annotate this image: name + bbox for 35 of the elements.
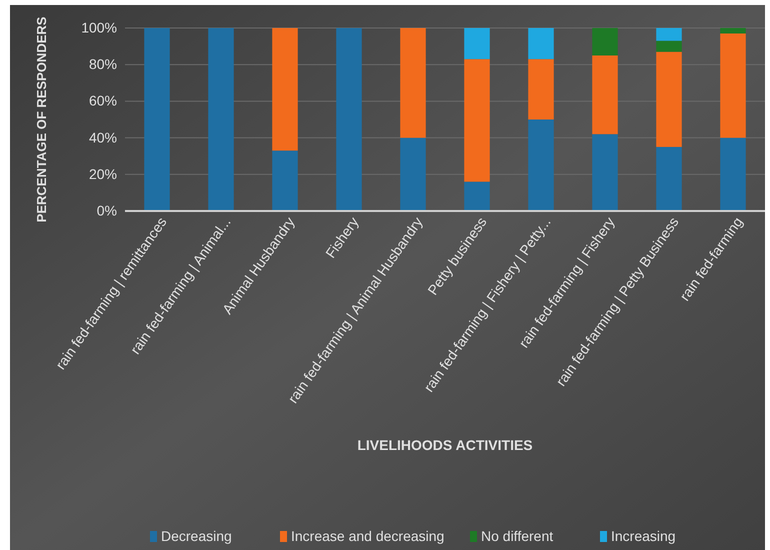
y-tick-label: 40% bbox=[88, 129, 117, 146]
bar bbox=[656, 28, 682, 41]
bar bbox=[528, 59, 554, 120]
bar bbox=[272, 28, 298, 151]
y-tick-label: 60% bbox=[88, 92, 117, 109]
y-tick-label: 80% bbox=[88, 56, 117, 72]
bar bbox=[720, 33, 746, 138]
bar bbox=[400, 138, 426, 211]
bar bbox=[528, 120, 554, 211]
bar bbox=[144, 28, 170, 211]
y-tick-label: 0% bbox=[96, 202, 117, 218]
bar bbox=[720, 138, 746, 211]
bar bbox=[592, 28, 618, 56]
legend-label: Increasing bbox=[611, 528, 676, 544]
bar bbox=[272, 150, 298, 211]
bar bbox=[656, 40, 682, 52]
bar bbox=[656, 146, 682, 211]
y-axis-title: PERCENTAGE OF RESPONDERS bbox=[34, 16, 49, 222]
bar bbox=[592, 134, 618, 211]
x-axis-title: LIVELIHOODS ACTIVITIES bbox=[357, 437, 533, 453]
bar bbox=[528, 28, 554, 60]
bar bbox=[208, 28, 234, 211]
bar bbox=[336, 28, 362, 211]
y-tick-label: 100% bbox=[81, 19, 117, 36]
legend-label: Increase and decreasing bbox=[291, 528, 444, 544]
legend-label: Decreasing bbox=[161, 528, 232, 544]
legend-label: No different bbox=[481, 528, 554, 544]
y-tick-label: 20% bbox=[88, 166, 117, 182]
bar bbox=[400, 28, 426, 138]
bar bbox=[464, 28, 490, 60]
bar bbox=[656, 52, 682, 147]
bar bbox=[592, 55, 618, 134]
bar bbox=[720, 28, 746, 34]
bar bbox=[464, 59, 490, 182]
bar bbox=[464, 182, 490, 211]
